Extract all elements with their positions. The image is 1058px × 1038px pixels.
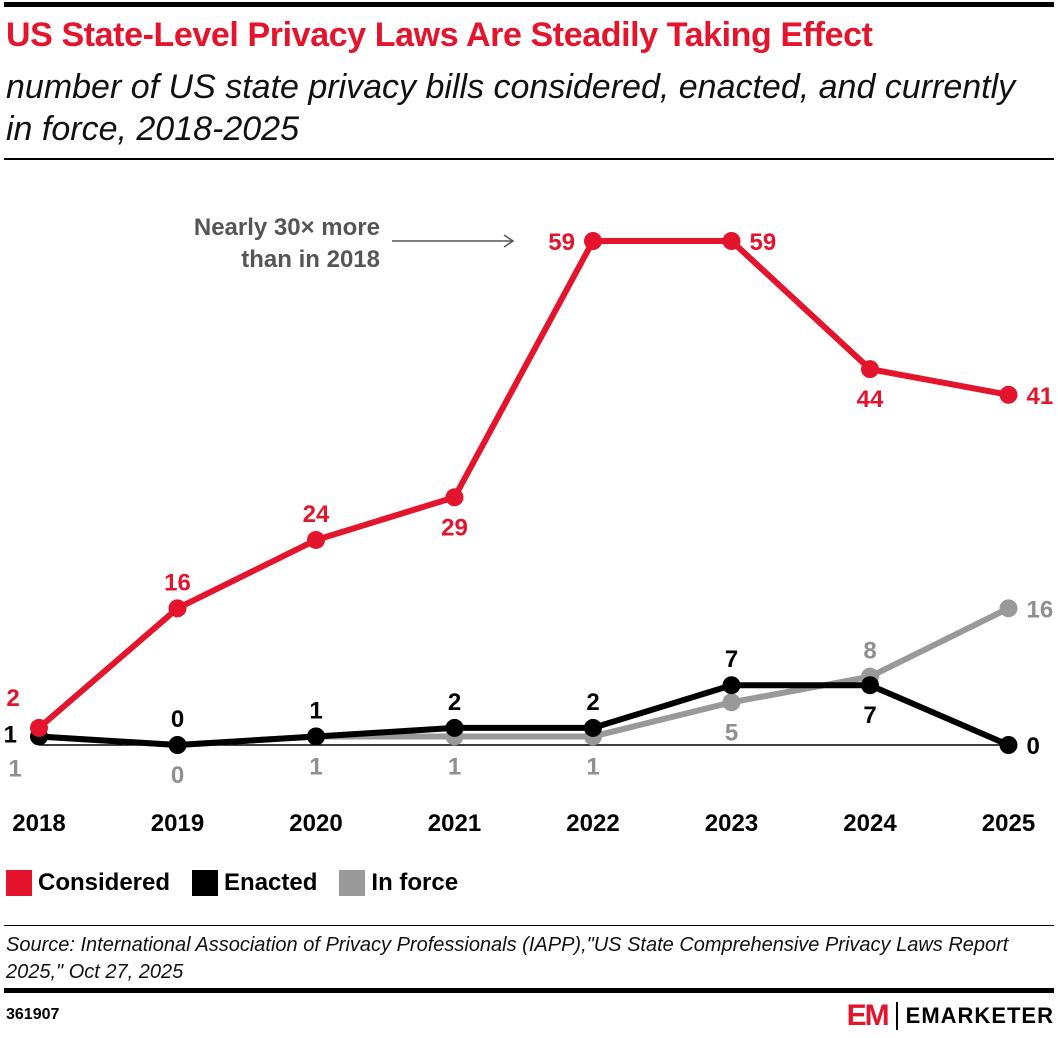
data-label-enacted-2020: 1 bbox=[309, 697, 322, 724]
chart-subtitle: number of US state privacy bills conside… bbox=[6, 68, 1016, 148]
point-considered-2019 bbox=[168, 599, 187, 618]
data-label-considered-2022: 59 bbox=[548, 229, 575, 256]
data-label-in-force-2020: 1 bbox=[309, 753, 322, 780]
annotation-line-1: Nearly 30× more bbox=[194, 214, 380, 241]
data-label-enacted-2022: 2 bbox=[586, 689, 599, 716]
x-tick-label-2022: 2022 bbox=[566, 810, 619, 837]
brand-separator bbox=[895, 1002, 898, 1030]
data-label-considered-2023: 59 bbox=[750, 229, 777, 256]
legend-item-considered: Considered bbox=[6, 869, 170, 897]
data-label-enacted-2018: 1 bbox=[4, 721, 17, 748]
data-label-in-force-2021: 1 bbox=[448, 753, 461, 780]
point-enacted-2022 bbox=[584, 718, 602, 737]
legend-label-enacted: Enacted bbox=[224, 869, 318, 896]
point-enacted-2019 bbox=[168, 736, 187, 754]
brand-logo[interactable]: EM EMARKETER bbox=[846, 999, 1054, 1032]
data-label-in-force-2018: 1 bbox=[8, 755, 21, 782]
legend-swatch-considered bbox=[6, 870, 32, 896]
top-rule bbox=[4, 2, 1054, 7]
point-considered-2020 bbox=[307, 530, 325, 549]
data-label-considered-2019: 16 bbox=[164, 569, 191, 596]
point-considered-2021 bbox=[445, 488, 464, 507]
annotation-arrow-head bbox=[503, 234, 515, 248]
header-divider bbox=[4, 158, 1054, 160]
source-note: Source: International Association of Pri… bbox=[6, 934, 1009, 983]
point-considered-2023 bbox=[722, 232, 741, 250]
data-label-considered-2025: 41 bbox=[1027, 383, 1054, 410]
brand-name: EMARKETER bbox=[905, 1003, 1054, 1028]
series-line-enacted bbox=[36, 682, 1012, 748]
x-tick-label-2020: 2020 bbox=[289, 810, 342, 837]
data-label-considered-2018: 2 bbox=[6, 685, 19, 712]
brand-mark: EM bbox=[846, 999, 890, 1032]
data-label-considered-2021: 29 bbox=[441, 514, 468, 541]
point-enacted-2024 bbox=[861, 676, 879, 695]
x-tick-label-2019: 2019 bbox=[151, 810, 204, 837]
point-enacted-2020 bbox=[307, 727, 325, 746]
bottom-rule bbox=[4, 988, 1054, 993]
annotation-line-2: than in 2018 bbox=[241, 246, 380, 273]
x-tick-label-2018: 2018 bbox=[12, 810, 65, 837]
point-in-force-2023 bbox=[722, 693, 741, 712]
data-label-enacted-2019: 0 bbox=[171, 706, 184, 733]
data-label-considered-2024: 44 bbox=[857, 386, 884, 413]
point-enacted-2021 bbox=[445, 718, 464, 737]
x-tick-label-2025: 2025 bbox=[982, 810, 1035, 837]
data-label-in-force-2023: 5 bbox=[725, 719, 738, 746]
series-line-considered bbox=[36, 238, 1012, 731]
legend-item-in-force: In force bbox=[339, 869, 458, 897]
x-tick-label-2024: 2024 bbox=[843, 810, 897, 837]
data-label-in-force-2022: 1 bbox=[586, 753, 599, 780]
x-tick-label-2021: 2021 bbox=[428, 810, 481, 837]
legend-swatch-in-force bbox=[339, 870, 366, 896]
data-label-enacted-2025: 0 bbox=[1027, 733, 1040, 760]
data-label-enacted-2023: 7 bbox=[725, 646, 738, 673]
chart-legend: Considered Enacted In force bbox=[6, 866, 480, 900]
point-enacted-2023 bbox=[722, 676, 741, 695]
legend-label-in-force: In force bbox=[371, 869, 459, 896]
chart-title: US State-Level Privacy Laws Are Steadily… bbox=[6, 16, 873, 54]
data-label-in-force-2024: 8 bbox=[863, 638, 876, 665]
point-considered-2024 bbox=[861, 360, 879, 379]
data-label-enacted-2024: 7 bbox=[863, 702, 876, 729]
point-considered-2018 bbox=[30, 718, 48, 737]
point-considered-2025 bbox=[999, 385, 1018, 404]
legend-swatch-enacted bbox=[192, 870, 219, 896]
legend-item-enacted: Enacted bbox=[192, 869, 317, 897]
data-label-enacted-2021: 2 bbox=[448, 689, 461, 716]
point-considered-2022 bbox=[584, 232, 602, 250]
point-enacted-2025 bbox=[999, 736, 1018, 754]
x-tick-label-2023: 2023 bbox=[705, 810, 758, 837]
data-label-in-force-2025: 16 bbox=[1027, 596, 1054, 623]
footer-divider bbox=[4, 925, 1054, 926]
data-label-in-force-2019: 0 bbox=[171, 762, 184, 789]
chart-id: 361907 bbox=[6, 1006, 60, 1023]
point-in-force-2025 bbox=[999, 599, 1018, 618]
legend-label-considered: Considered bbox=[38, 869, 171, 896]
data-label-considered-2020: 24 bbox=[303, 501, 330, 528]
